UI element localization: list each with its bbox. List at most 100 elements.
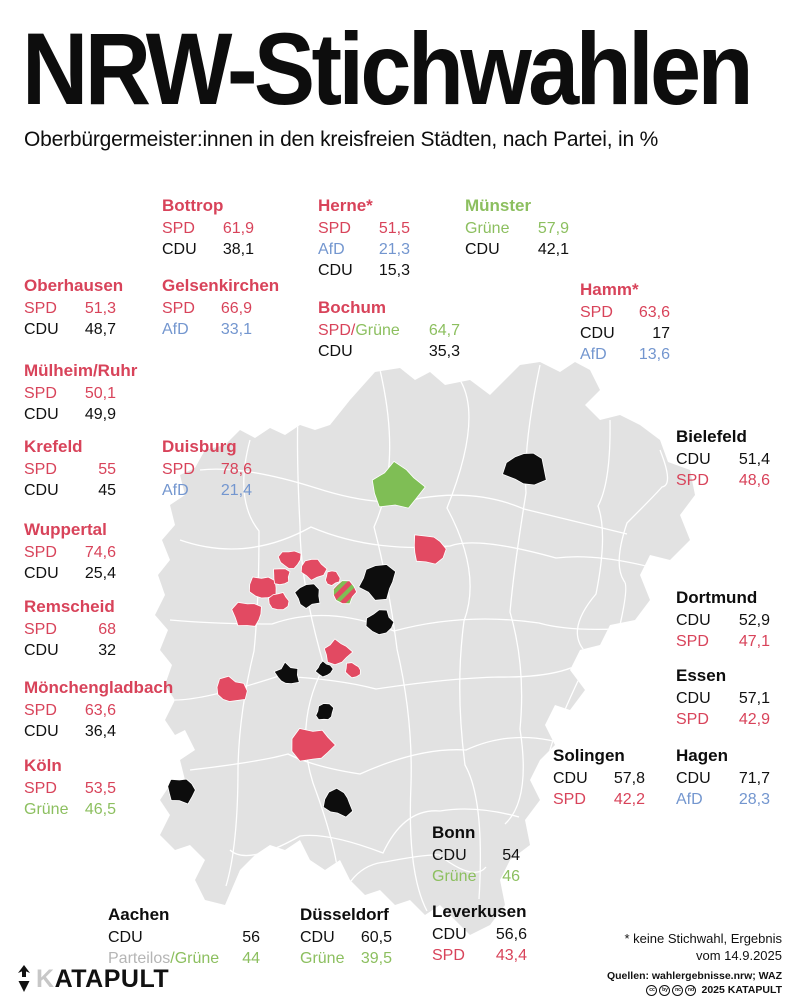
- city-name: Remscheid: [24, 597, 115, 616]
- result-row: SPD 68: [24, 619, 116, 640]
- result-row: SPD 42,9: [676, 709, 770, 730]
- result-row: AfD 21,3: [318, 239, 410, 260]
- result-row: SPD 53,5: [24, 778, 116, 799]
- city-name: Bochum: [318, 298, 386, 317]
- result-row: CDU 56: [108, 927, 260, 948]
- result-value: 53,5: [84, 780, 116, 797]
- result-row: SPD 50,1: [24, 383, 116, 404]
- result-value: 21,4: [220, 482, 252, 499]
- party-label: SPD: [432, 947, 465, 964]
- party-label: Grüne: [432, 868, 477, 885]
- party-label: SPD: [676, 711, 709, 728]
- party-label: CDU: [432, 847, 467, 864]
- city-name: Bielefeld: [676, 427, 747, 446]
- map-district-bonn: [322, 787, 354, 818]
- result-row: SPD 55: [24, 459, 116, 480]
- map-district-gelsenkirchen: [300, 558, 328, 581]
- city-name: Gelsenkirchen: [162, 276, 280, 295]
- result-row: CDU 57,8: [553, 768, 645, 789]
- city-label-bielefeld: Bielefeld CDU 51,4 SPD 48,6: [676, 427, 770, 491]
- city-label-herne: Herne* SPD 51,5 AfD 21,3 CDU 15,3: [318, 196, 410, 281]
- map-district-moenchengladbach: [216, 675, 248, 702]
- map-district-leverkusen: [315, 703, 335, 721]
- result-row: CDU 32: [24, 640, 116, 661]
- party-label: CDU: [24, 723, 59, 740]
- party-label: SPD: [676, 472, 709, 489]
- party-label: AfD: [162, 321, 189, 338]
- result-row: SPD 61,9: [162, 218, 254, 239]
- page-subtitle: Oberbürgermeister:innen in den kreisfrei…: [24, 128, 659, 151]
- result-value: 17: [652, 325, 670, 342]
- result-value: 51,3: [84, 300, 116, 317]
- party-label: SPD: [580, 304, 613, 321]
- result-value: 66,9: [220, 300, 252, 317]
- city-name: Hamm*: [580, 280, 639, 299]
- map-district-herne: [324, 570, 341, 587]
- result-row: CDU 15,3: [318, 260, 410, 281]
- result-row: CDU 45: [24, 480, 116, 501]
- city-label-gelsenkirchen: Gelsenkirchen SPD 66,9 AfD 33,1: [162, 276, 280, 340]
- party-label: SPD: [24, 300, 57, 317]
- result-value: 52,9: [738, 612, 770, 629]
- result-row: AfD 28,3: [676, 789, 770, 810]
- party-label: CDU: [676, 451, 711, 468]
- cc-by-icon: by: [659, 985, 671, 996]
- map-district-duesseldorf: [273, 661, 300, 685]
- result-value: 13,6: [638, 346, 670, 363]
- result-value: 57,1: [738, 690, 770, 707]
- result-row: SPD 51,3: [24, 298, 116, 319]
- city-label-bochum: Bochum SPD/Grüne 64,7 CDU 35,3: [318, 298, 460, 362]
- result-row: Grüne 39,5: [300, 948, 392, 969]
- map-district-muenster: [371, 460, 426, 509]
- result-value: 48,6: [738, 472, 770, 489]
- city-label-hamm: Hamm* SPD 63,6 CDU 17 AfD 13,6: [580, 280, 670, 365]
- party-label: SPD: [162, 220, 195, 237]
- result-value: 44: [242, 950, 260, 967]
- result-value: 57,9: [537, 220, 569, 237]
- map-district-aachen: [167, 778, 196, 805]
- footnote: * keine Stichwahl, Ergebnis vom 14.9.202…: [624, 930, 782, 964]
- result-row: Parteilos/Grüne 44: [108, 948, 260, 969]
- party-label: CDU: [580, 325, 615, 342]
- party-label: CDU: [676, 770, 711, 787]
- party-label: SPD: [24, 461, 57, 478]
- sources: Quellen: wahlergebnisse.nrw; WAZ cc by nc n…: [607, 970, 782, 997]
- city-name: Duisburg: [162, 437, 237, 456]
- map-district-hamm: [413, 534, 447, 565]
- party-label: SPD: [162, 461, 195, 478]
- party-label: CDU: [108, 929, 143, 946]
- city-name: Mönchengladbach: [24, 678, 174, 697]
- result-value: 74,6: [84, 544, 116, 561]
- map-district-solingen: [314, 660, 334, 678]
- party-label: AfD: [162, 482, 189, 499]
- map-district-bottrop: [277, 550, 302, 569]
- party-label: CDU: [432, 926, 467, 943]
- city-label-krefeld: Krefeld SPD 55 CDU 45: [24, 437, 116, 501]
- result-value: 42,9: [738, 711, 770, 728]
- city-name: Bonn: [432, 823, 476, 842]
- city-label-leverkusen: Leverkusen CDU 56,6 SPD 43,4: [432, 902, 527, 966]
- result-row: SPD/Grüne 64,7: [318, 320, 460, 341]
- map-district-hagen: [365, 609, 395, 636]
- result-row: CDU 35,3: [318, 341, 460, 362]
- result-row: CDU 38,1: [162, 239, 254, 260]
- city-label-aachen: Aachen CDU 56 Parteilos/Grüne 44: [108, 905, 260, 969]
- result-value: 68: [98, 621, 116, 638]
- city-label-bonn: Bonn CDU 54 Grüne 46: [432, 823, 520, 887]
- map-district-bochum: [332, 580, 358, 605]
- party-label: Grüne: [24, 801, 69, 818]
- result-value: 47,1: [738, 633, 770, 650]
- result-value: 61,9: [222, 220, 254, 237]
- city-name: Düsseldorf: [300, 905, 389, 924]
- party-label: Parteilos/Grüne: [108, 950, 220, 967]
- footnote-line1: * keine Stichwahl, Ergebnis: [624, 931, 782, 946]
- result-value: 63,6: [84, 702, 116, 719]
- result-value: 51,5: [378, 220, 410, 237]
- party-label: SPD: [162, 300, 195, 317]
- result-row: SPD 47,1: [676, 631, 770, 652]
- party-label: CDU: [24, 321, 59, 338]
- map-district-wuppertal: [323, 638, 354, 666]
- result-row: CDU 17: [580, 323, 670, 344]
